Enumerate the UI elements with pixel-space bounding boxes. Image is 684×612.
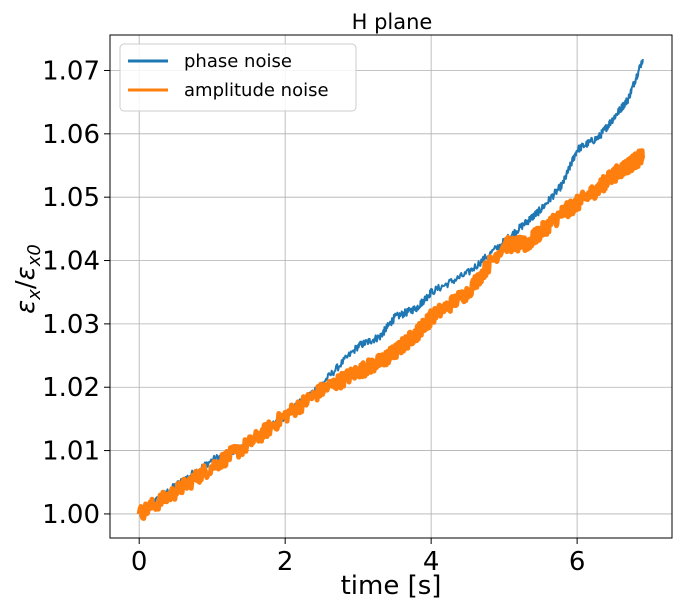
series-layer [136,58,646,521]
series-line-amplitude-noise [136,148,646,521]
plot-frame [109,34,673,539]
x-tick-label: 0 [131,547,148,577]
y-tick-label: 1.05 [42,183,100,213]
legend-label-amplitude-noise: amplitude noise [184,80,329,101]
y-tick-label: 1.04 [42,247,100,277]
legend-box [119,43,357,112]
series-line-phase-noise [138,58,644,515]
x-axis-label: time [s] [341,571,442,601]
y-axis-label: εx/εx0 [11,244,45,314]
ticks: 0 2 4 6 1.00 1.01 1.02 1.03 1.04 1.05 1.06 1.07 [42,56,585,577]
legend-label-phase-noise: phase noise [184,51,292,72]
svg-text:εx/εx0: εx/εx0 [11,244,45,314]
legend: phase noise amplitude noise [119,43,357,112]
y-tick-label: 1.02 [42,373,100,403]
x-tick-label: 2 [277,547,294,577]
y-tick-label: 1.01 [42,437,100,467]
x-tick-label: 6 [569,547,586,577]
chart-title: H plane [352,10,433,34]
y-tick-label: 1.03 [42,310,100,340]
y-tick-label: 1.00 [42,500,100,530]
y-tick-label: 1.06 [42,120,100,150]
y-tick-label: 1.07 [42,56,100,86]
x-tick-label: 4 [423,547,440,577]
